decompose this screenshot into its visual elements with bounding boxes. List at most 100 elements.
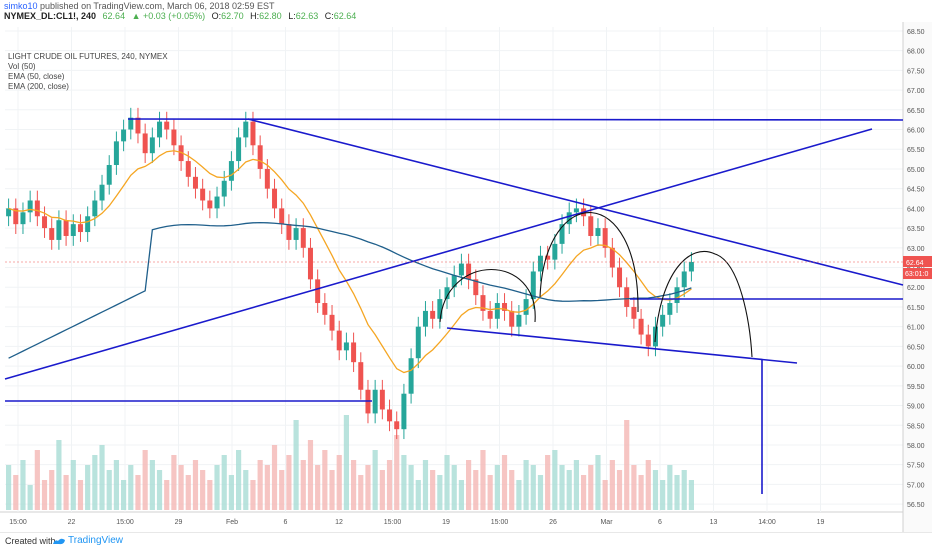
candle-body xyxy=(351,342,357,363)
y-tick-label: 58.50 xyxy=(907,423,925,430)
volume-bar xyxy=(386,460,393,510)
open-label: O: xyxy=(211,11,222,21)
tradingview-brand[interactable]: TradingView xyxy=(68,535,124,546)
y-tick-label: 58.00 xyxy=(907,443,925,450)
publish-text: published on TradingView.com, March 06, … xyxy=(40,1,275,11)
volume-bar xyxy=(552,450,558,510)
candle-body xyxy=(530,271,536,300)
volume-bar xyxy=(293,420,299,510)
volume-bar xyxy=(379,470,385,510)
candle-body xyxy=(487,310,493,319)
volume-bar xyxy=(494,465,500,510)
volume-bar xyxy=(451,465,457,510)
price-chart[interactable]: 68.50 68.00 67.50 67.00 66.50 66.00 65.50 65.00… xyxy=(0,22,932,532)
volume-bar xyxy=(602,480,608,510)
y-tick-label: 60.00 xyxy=(907,364,925,371)
volume-bar xyxy=(6,465,12,510)
volume-bar xyxy=(329,470,335,510)
y-tick-label: 68.00 xyxy=(907,49,925,56)
candle-body xyxy=(221,180,227,197)
volume-bar xyxy=(466,460,472,510)
x-tick-label: 19 xyxy=(817,519,825,526)
volume-bar xyxy=(178,465,184,510)
volume-bar xyxy=(192,460,199,510)
candle-body xyxy=(106,165,112,185)
x-tick-label: 26 xyxy=(549,519,557,526)
volume-bar xyxy=(372,450,378,510)
volume-bar xyxy=(307,440,314,510)
candle-body xyxy=(20,212,26,225)
volume-bar xyxy=(401,455,407,510)
candle-body xyxy=(264,168,270,189)
volume-bar xyxy=(343,415,349,510)
volume-bar xyxy=(41,480,48,510)
ema50-line xyxy=(8,150,692,374)
candle-body xyxy=(272,188,278,209)
candle-body xyxy=(243,121,249,138)
volume-bar xyxy=(645,460,651,510)
legend-volume[interactable]: Vol (50) xyxy=(8,62,36,71)
volume-bar xyxy=(336,455,342,510)
x-tick-label: 14:00 xyxy=(758,519,776,526)
candle-body xyxy=(214,196,220,209)
volume-bar xyxy=(200,470,206,510)
candle-body xyxy=(573,208,579,213)
y-tick-label: 65.00 xyxy=(907,167,925,174)
volume-bar xyxy=(573,460,579,510)
footer-bar: Created with TradingView xyxy=(0,532,932,551)
candle-body xyxy=(63,220,69,236)
legend-title: LIGHT CRUDE OIL FUTURES, 240, NYMEX xyxy=(8,52,168,61)
y-tick-label: 68.50 xyxy=(907,29,925,36)
candle-body xyxy=(6,208,12,217)
legend-ema200[interactable]: EMA (200, close) xyxy=(8,82,69,91)
candle-body xyxy=(121,129,127,142)
y-tick-label: 66.50 xyxy=(907,108,925,115)
candle-body xyxy=(171,129,177,146)
candle-body xyxy=(85,216,91,233)
candle-body xyxy=(624,287,630,307)
candle-body xyxy=(293,228,299,240)
candle-body xyxy=(537,255,543,272)
author-link[interactable]: simko10 xyxy=(4,1,38,11)
x-tick-label: 19 xyxy=(442,519,450,526)
candle-body xyxy=(113,141,119,166)
volume-bar xyxy=(56,440,62,510)
publish-info: simko10 published on TradingView.com, Ma… xyxy=(4,1,275,11)
volume-bar xyxy=(530,465,536,510)
volume-bar xyxy=(70,460,76,510)
volume-bar xyxy=(566,470,572,510)
volume-bar xyxy=(214,465,220,510)
arc-annotation xyxy=(439,268,536,323)
candle-body xyxy=(228,161,234,181)
candle-body xyxy=(178,145,184,162)
candle-body xyxy=(236,137,242,162)
candle-body xyxy=(631,306,637,319)
high-value: 62.80 xyxy=(259,11,282,21)
candle-body xyxy=(135,117,141,134)
volume-bar xyxy=(113,460,119,510)
candle-body xyxy=(307,247,313,280)
y-tick-label: 61.00 xyxy=(907,325,925,332)
x-tick-label: 15:00 xyxy=(116,519,134,526)
open-value: 62.70 xyxy=(221,11,244,21)
volume-bar xyxy=(365,465,371,510)
candle-body xyxy=(638,318,644,335)
y-tick-label: 65.50 xyxy=(907,147,925,154)
x-tick-label: 15:00 xyxy=(9,519,27,526)
trendline xyxy=(247,118,904,286)
candle-body xyxy=(609,247,615,268)
volume-bar xyxy=(20,460,26,510)
x-tick-label: 13 xyxy=(710,519,718,526)
candle-body xyxy=(372,389,378,414)
volume-bar xyxy=(624,420,630,510)
legend-ema50[interactable]: EMA (50, close) xyxy=(8,72,65,81)
candle-body xyxy=(128,117,134,130)
candle-body xyxy=(552,243,558,260)
candle-body xyxy=(408,358,414,394)
volume-bar xyxy=(408,465,414,510)
volume-bar xyxy=(49,470,55,510)
candle-body xyxy=(250,121,256,146)
chart-area[interactable]: 68.50 68.00 67.50 67.00 66.50 66.00 65.50 65.00… xyxy=(0,22,932,532)
symbol-label: NYMEX_DL:CL1!, 240 xyxy=(4,11,97,21)
volume-bar xyxy=(458,480,464,510)
